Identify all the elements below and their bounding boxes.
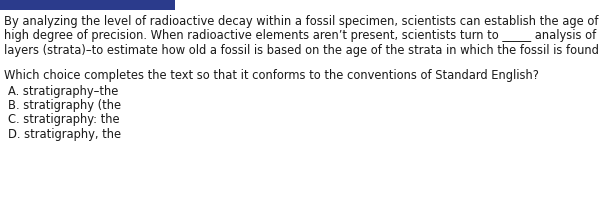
Text: A. stratigraphy–the: A. stratigraphy–the xyxy=(8,84,118,97)
Text: Which choice completes the text so that it conforms to the conventions of Standa: Which choice completes the text so that … xyxy=(4,68,539,81)
Text: By analyzing the level of radioactive decay within a fossil specimen, scientists: By analyzing the level of radioactive de… xyxy=(4,15,600,28)
Text: high degree of precision. When radioactive elements aren’t present, scientists t: high degree of precision. When radioacti… xyxy=(4,30,600,43)
Text: layers (strata)–to estimate how old a fossil is based on the age of the strata i: layers (strata)–to estimate how old a fo… xyxy=(4,44,600,57)
Text: C. stratigraphy: the: C. stratigraphy: the xyxy=(8,113,119,127)
Text: D. stratigraphy, the: D. stratigraphy, the xyxy=(8,128,121,141)
Text: B. stratigraphy (the: B. stratigraphy (the xyxy=(8,99,121,112)
FancyBboxPatch shape xyxy=(0,0,175,10)
